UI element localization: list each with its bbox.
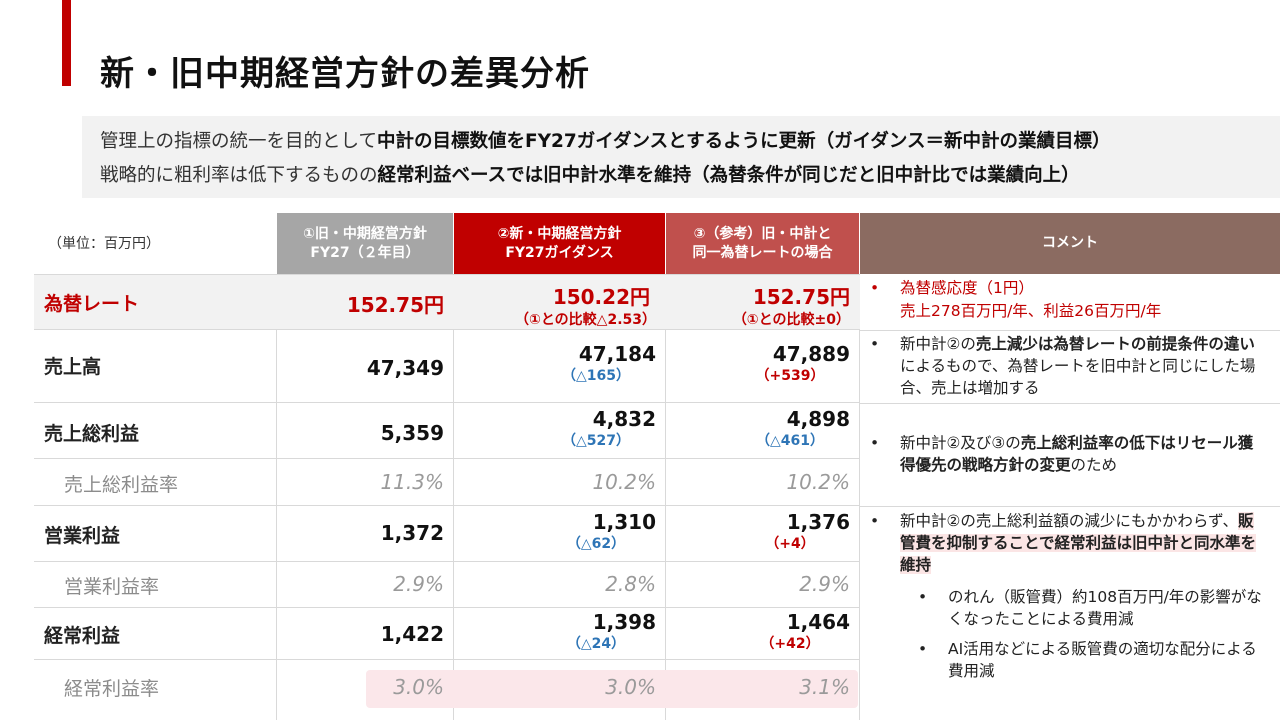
comment-gross: • 新中計②及び③の売上総利益率の低下はリセール獲得優先の戦略方針の変更のため: [870, 432, 1266, 482]
row-label-ordinary-profit: 経常利益: [44, 625, 121, 647]
header-reference-line2: 同一為替レートの場合: [692, 244, 833, 261]
table-row-operating-profit: 営業利益 1,372 1,310 （△62） 1,376 （+4）: [34, 506, 860, 562]
comparison-table: （単位：百万円） ①旧・中期経営方針 FY27（２年目） ②新・中期経営方針 F…: [34, 213, 1280, 720]
table-row-ordinary-rate: 経常利益率: [34, 660, 860, 720]
comment-sales-a: 新中計②の: [900, 335, 976, 353]
comment-gross-a: 新中計②及び③の: [900, 434, 1021, 452]
bullet: •: [870, 279, 880, 297]
comment-operating: • 新中計②の売上総利益額の減少にもかかわらず、販管費を抑制することで経常利益は…: [870, 510, 1266, 580]
summary-line-1: 管理上の指標の統一を目的として中計の目標数値をFY27ガイダンスとするように更新…: [100, 127, 1110, 153]
row-label-operating-rate: 営業利益率: [64, 576, 160, 598]
fx-new: 150.22円 （①との比較△2.53）: [514, 285, 656, 328]
op-rate-old: 2.9%: [393, 572, 444, 596]
col-separator: [276, 274, 277, 720]
fx-old: 152.75円: [346, 293, 444, 317]
header-old-plan-line1: ①旧・中期経営方針: [303, 225, 427, 242]
op-new: 1,310 （△62）: [566, 510, 656, 552]
row-label-gross-profit: 売上総利益: [44, 423, 140, 445]
comment-op-sub1: • のれん（販管費）約108百万円/年の影響がなくなったことによる費用減: [918, 586, 1268, 632]
sales-new: 47,184 （△165）: [562, 342, 656, 384]
ord-rate-new: 3.0%: [605, 675, 656, 699]
header-new-plan: ②新・中期経営方針 FY27ガイダンス: [454, 213, 665, 274]
gross-rate-reference: 10.2%: [786, 470, 850, 494]
summary-line-2: 戦略的に粗利率は低下するものの経常利益ベースでは旧中計水準を維持（為替条件が同じ…: [100, 161, 1080, 187]
row-label-fx: 為替レート: [44, 293, 140, 315]
comment-gross-b: 売上総利益率の低下はリセール獲得優先の戦略方針の変更: [900, 434, 1254, 474]
table-row-gross-rate: 売上総利益率 11.3% 10.2% 10.2%: [34, 459, 860, 506]
table-row-gross-profit: 売上総利益 5,359 4,832 （△527） 4,898 （△461）: [34, 403, 860, 459]
table-row-fx: 為替レート 152.75円 150.22円 （①との比較△2.53） 152.7…: [34, 274, 860, 330]
fx-reference: 152.75円 （①との比較±0）: [732, 285, 850, 328]
comment-op-sub1-text: のれん（販管費）約108百万円/年の影響がなくなったことによる費用減: [948, 588, 1262, 628]
title-accent-bar: [62, 0, 71, 86]
comment-fx-line2: 売上278百万円/年、利益26百万円/年: [900, 302, 1162, 320]
gross-rate-new: 10.2%: [592, 470, 656, 494]
col-separator: [859, 274, 860, 720]
comment-separator: [860, 403, 1280, 404]
header-comment: コメント: [860, 213, 1280, 274]
header-comment-label: コメント: [1042, 235, 1098, 251]
summary-line-1-plain: 管理上の指標の統一を目的として: [100, 131, 377, 152]
row-label-operating-profit: 営業利益: [44, 525, 121, 547]
comment-op-a: 新中計②の売上総利益額の減少にもかかわらず、: [900, 512, 1239, 530]
header-new-plan-line2: FY27ガイダンス: [505, 244, 614, 261]
table-row-operating-rate: 営業利益率 2.9% 2.8% 2.9%: [34, 562, 860, 608]
gross-new: 4,832 （△527）: [562, 407, 656, 449]
header-old-plan-line2: FY27（２年目）: [310, 244, 420, 261]
bullet: •: [870, 434, 880, 452]
comment-fx: • 為替感応度（1円） 売上278百万円/年、利益26百万円/年: [870, 277, 1270, 325]
header-new-plan-line1: ②新・中期経営方針: [497, 225, 622, 242]
summary-line-1-bold: 中計の目標数値をFY27ガイダンスとするように更新（ガイダンス＝新中計の業績目標…: [376, 131, 1111, 152]
col-separator: [453, 274, 454, 720]
summary-line-2-bold: 経常利益ベースでは旧中計水準を維持（為替条件が同じだと旧中計比では業績向上）: [377, 165, 1080, 186]
table-row-ordinary-profit: 経常利益 1,422 1,398 （△24） 1,464 （+42）: [34, 608, 860, 660]
comment-fx-line1: 為替感応度（1円）: [900, 279, 1034, 297]
row-label-ordinary-rate: 経常利益率: [64, 678, 160, 700]
op-old: 1,372: [380, 521, 444, 545]
comment-sales-c: によるもので、為替レートを旧中計と同じにした場合、売上は増加する: [900, 357, 1256, 397]
gross-reference: 4,898 （△461）: [756, 407, 850, 449]
bullet: •: [870, 512, 880, 530]
comment-gross-c: のため: [1070, 456, 1118, 474]
page-title: 新・旧中期経営方針の差異分析: [100, 54, 590, 94]
table-row-sales: 売上高 47,349 47,184 （△165） 47,889 （+539）: [34, 330, 860, 403]
comment-op-sub2-text: AI活用などによる販管費の適切な配分による費用減: [948, 640, 1257, 680]
ord-rate-old: 3.0%: [393, 675, 444, 699]
summary-line-2-plain: 戦略的に粗利率は低下するものの: [100, 165, 378, 186]
header-old-plan: ①旧・中期経営方針 FY27（２年目）: [277, 213, 453, 274]
sales-reference: 47,889 （+539）: [755, 342, 850, 384]
row-label-gross-rate: 売上総利益率: [64, 474, 179, 496]
row-label-sales: 売上高: [44, 356, 102, 378]
ord-new: 1,398 （△24）: [566, 610, 656, 652]
comment-op-sub2: • AI活用などによる販管費の適切な配分による費用減: [918, 638, 1268, 684]
header-reference: ③（参考）旧・中計と 同一為替レートの場合: [666, 213, 859, 274]
bullet: •: [870, 335, 880, 353]
op-rate-reference: 2.9%: [799, 572, 850, 596]
comment-separator: [860, 330, 1280, 331]
op-reference: 1,376 （+4）: [765, 510, 850, 552]
op-rate-new: 2.8%: [605, 572, 656, 596]
bullet: •: [918, 588, 928, 606]
header-reference-line1: ③（参考）旧・中計と: [693, 225, 832, 242]
comment-sales-b: 売上減少は為替レートの前提条件の違い: [975, 335, 1255, 353]
bullet: •: [918, 640, 928, 658]
ord-reference: 1,464 （+42）: [760, 610, 850, 652]
sales-old: 47,349: [366, 356, 444, 380]
unit-label: （単位：百万円）: [48, 236, 160, 252]
col-separator: [665, 274, 666, 720]
gross-old: 5,359: [380, 421, 444, 445]
ord-old: 1,422: [380, 622, 444, 646]
ord-rate-reference: 3.1%: [799, 675, 850, 699]
gross-rate-old: 11.3%: [380, 470, 444, 494]
ordinary-rate-highlight: [366, 670, 858, 708]
comment-sales: • 新中計②の売上減少は為替レートの前提条件の違いによるもので、為替レートを旧中…: [870, 333, 1266, 403]
comment-separator: [860, 506, 1280, 507]
summary-box: [82, 116, 1280, 198]
